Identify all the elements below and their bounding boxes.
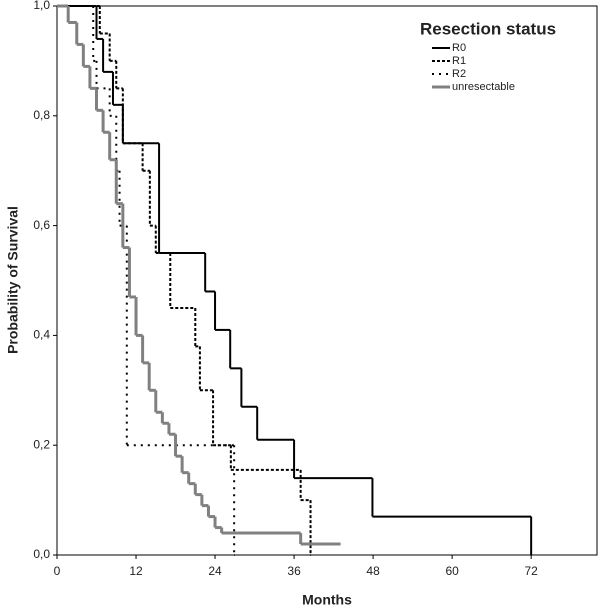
legend-item: R2 [452,68,466,80]
plot-frame [56,5,598,556]
x-tick-label: 48 [366,564,380,578]
legend-title: Resection status [420,19,556,38]
x-axis-title: Months [302,592,352,608]
x-tick-label: 0 [54,564,61,578]
legend-item: R0 [452,42,466,54]
x-tick-label: 60 [445,564,459,578]
y-tick-label: 0,6 [33,218,50,232]
legend-item: R1 [452,55,466,67]
y-tick-label: 0,2 [33,437,50,451]
legend-item: unresectable [452,81,515,93]
y-tick-label: 0,4 [33,328,50,342]
y-tick-label: 0,8 [33,108,50,122]
y-axis-title: Probability of Survival [5,206,21,354]
y-tick-label: 1,0 [33,0,50,12]
x-tick-label: 36 [287,564,301,578]
y-tick-label: 0,0 [33,547,50,561]
x-tick-label: 72 [524,564,538,578]
x-tick-label: 12 [129,564,143,578]
x-tick-label: 24 [208,564,222,578]
